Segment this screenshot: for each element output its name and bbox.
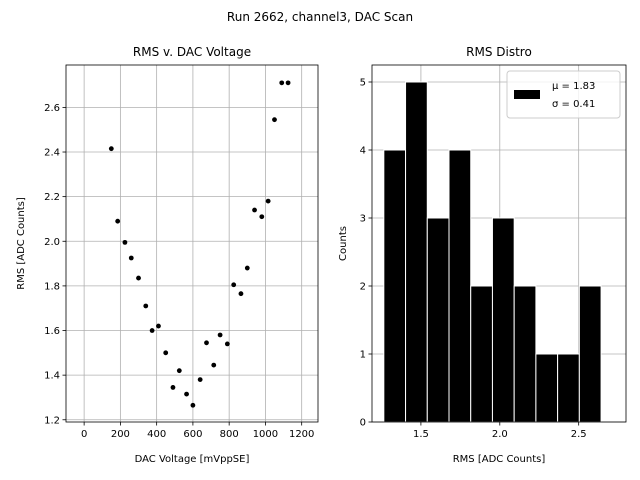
scatter-point	[149, 328, 155, 333]
scatter-grid	[66, 65, 318, 422]
scatter-point	[170, 385, 176, 390]
scatter-point	[143, 303, 149, 309]
scatter-point	[156, 323, 161, 329]
scatter-axes: RMS v. DAC Voltage 0 200 400 600 800 1000 1200…	[16, 45, 319, 465]
y-tick-label: 1.4	[44, 371, 60, 382]
scatter-point	[224, 341, 230, 347]
histogram-bar	[405, 81, 428, 423]
scatter-ticks: 0 200 400 600 800 1000 1200 1.2 1.4 1.6 1.8 2.0 2.2 2…	[44, 103, 314, 440]
scatter-point	[272, 117, 277, 123]
legend-sigma-label: σ = 0.41	[552, 99, 595, 110]
histogram-xlabel: RMS [ADC Counts]	[453, 454, 546, 465]
scatter-xlabel: DAC Voltage [mVppSE]	[135, 454, 250, 465]
scatter-point	[252, 207, 257, 213]
scatter-point	[204, 340, 209, 346]
histogram-bar	[383, 149, 407, 423]
scatter-point	[190, 402, 196, 408]
histogram-axes: RMS Distro 1.5 2.0 2.5 0 1 2 3 4 5 RMS [ADC Coun…	[338, 45, 627, 465]
scatter-point	[176, 368, 182, 374]
figure-suptitle: Run 2662, channel3, DAC Scan	[227, 10, 413, 24]
scatter-point	[136, 275, 141, 281]
x-tick-label: 400	[147, 429, 166, 440]
scatter-point	[265, 198, 271, 204]
scatter-point	[259, 214, 265, 220]
scatter-point	[108, 146, 114, 152]
histogram-title: RMS Distro	[466, 45, 532, 59]
legend-frame	[506, 70, 621, 119]
scatter-point	[128, 255, 134, 261]
y-tick-label: 2.0	[44, 237, 60, 248]
y-tick-label: 2	[360, 282, 366, 293]
scatter-title: RMS v. DAC Voltage	[133, 45, 251, 59]
histogram-bar	[578, 285, 602, 423]
x-tick-label: 200	[111, 429, 130, 440]
x-tick-label: 1000	[253, 429, 278, 440]
legend-swatch	[514, 90, 540, 99]
scatter-point	[115, 218, 121, 224]
histogram-ticks: 1.5 2.0 2.5 0 1 2 3 4 5	[360, 78, 587, 441]
scatter-point	[279, 80, 285, 86]
x-tick-label: 1.5	[413, 429, 429, 440]
scatter-point	[285, 80, 291, 86]
y-tick-label: 5	[360, 78, 366, 89]
scatter-point	[163, 350, 169, 356]
x-tick-label: 2.5	[571, 429, 587, 440]
y-tick-label: 2.6	[44, 103, 60, 114]
y-tick-label: 1.8	[44, 281, 60, 292]
scatter-point	[231, 282, 237, 288]
x-tick-label: 800	[220, 429, 239, 440]
y-tick-label: 1.6	[44, 326, 60, 337]
scatter-point	[238, 291, 244, 297]
histogram-bar	[470, 285, 493, 423]
y-tick-label: 3	[360, 214, 366, 225]
scatter-point	[184, 391, 189, 397]
histogram-legend: μ = 1.83 σ = 0.41	[506, 70, 621, 119]
scatter-point	[217, 332, 223, 338]
y-tick-label: 1	[360, 350, 366, 361]
y-tick-label: 0	[360, 418, 366, 429]
scatter-points	[108, 80, 291, 408]
x-tick-label: 600	[183, 429, 202, 440]
x-tick-label: 2.0	[492, 429, 508, 440]
histogram-bar	[513, 285, 537, 423]
y-tick-label: 2.4	[44, 148, 60, 159]
histogram-bar	[491, 217, 515, 423]
scatter-ylabel: RMS [ADC Counts]	[16, 197, 27, 290]
scatter-frame	[65, 64, 319, 423]
scatter-point	[244, 265, 250, 271]
histogram-frame	[371, 64, 627, 423]
y-tick-label: 4	[360, 146, 366, 157]
scatter-point	[211, 362, 217, 368]
legend-mean-label: μ = 1.83	[552, 81, 595, 92]
y-tick-label: 1.2	[44, 415, 60, 426]
histogram-bar	[535, 353, 559, 423]
histogram-bar	[448, 149, 472, 423]
histogram-ylabel: Counts	[338, 226, 349, 261]
histogram-bar	[426, 217, 450, 423]
x-tick-label: 1200	[289, 429, 314, 440]
scatter-point	[197, 377, 203, 383]
x-tick-label: 0	[81, 429, 87, 440]
y-tick-label: 2.2	[44, 192, 60, 203]
scatter-point	[122, 239, 128, 245]
histogram-bars	[383, 81, 602, 423]
histogram-bar	[557, 353, 580, 423]
